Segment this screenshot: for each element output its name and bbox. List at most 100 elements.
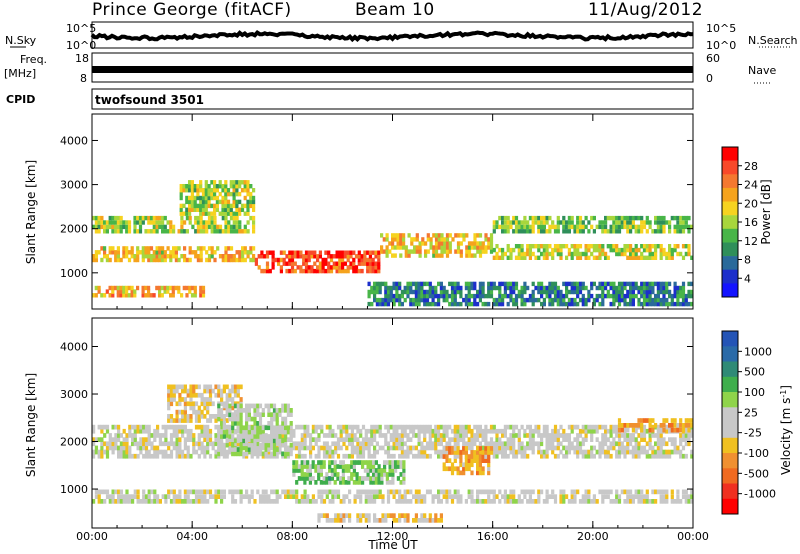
heatmap-cell (434, 249, 439, 254)
heatmap-cell (318, 254, 322, 259)
heatmap-cell (484, 245, 488, 250)
heatmap-cell (231, 412, 235, 417)
heatmap-cell (335, 250, 339, 255)
heatmap-cell (249, 215, 253, 221)
heatmap-cell (206, 499, 210, 504)
heatmap-cell (445, 237, 450, 242)
heatmap-cell (645, 301, 649, 307)
heatmap-cell (412, 281, 416, 287)
heatmap-cell (551, 494, 555, 499)
heatmap-cell (414, 293, 418, 299)
heatmap-cell (228, 416, 232, 422)
heatmap-cell (289, 412, 293, 417)
heatmap-cell (373, 437, 377, 442)
heatmap-cell (428, 453, 432, 459)
heatmap-cell (297, 464, 301, 469)
heatmap-cell (167, 384, 171, 390)
heatmap-cell (317, 489, 321, 495)
heatmap-cell (459, 454, 463, 459)
heatmap-cell (97, 453, 101, 459)
heatmap-cell (437, 489, 441, 495)
heatmap-cell (175, 388, 179, 394)
heatmap-cell (193, 207, 197, 212)
heatmap-cell (372, 472, 376, 477)
heatmap-cell (606, 281, 610, 287)
heatmap-cell (662, 437, 666, 442)
heatmap-cell (668, 293, 672, 299)
heatmap-cell (651, 418, 655, 423)
heatmap-cell (459, 424, 463, 430)
heatmap-cell (578, 251, 583, 257)
heatmap-cell (339, 433, 343, 438)
heatmap-cell (222, 434, 226, 439)
heatmap-cell (196, 257, 200, 263)
heatmap-cell (192, 449, 196, 455)
heatmap-cell (233, 421, 238, 426)
heatmap-cell (556, 441, 560, 447)
heatmap-cell (231, 428, 235, 434)
heatmap-cell (313, 268, 317, 274)
heatmap-cell (531, 297, 535, 303)
heatmap-cell (267, 447, 271, 452)
heatmap-cell (687, 437, 691, 442)
heatmap-cell (213, 224, 217, 230)
heatmap-cell (347, 480, 351, 485)
heatmap-cell (336, 464, 340, 469)
heatmap-cell (623, 499, 627, 504)
heatmap-cell (334, 449, 338, 455)
heatmap-cell (353, 424, 357, 430)
heatmap-cell (339, 518, 343, 523)
heatmap-cell (581, 494, 585, 499)
heatmap-cell (567, 289, 571, 295)
heatmap-cell (317, 460, 321, 465)
heatmap-cell (346, 268, 350, 274)
heatmap-cell (225, 429, 229, 435)
heatmap-cell (193, 195, 197, 201)
heatmap-cell (260, 250, 264, 255)
heatmap-cell (654, 255, 658, 260)
heatmap-cell (637, 289, 641, 295)
heatmap-cell (201, 199, 206, 205)
heatmap-cell (203, 388, 207, 394)
heatmap-cell (233, 392, 238, 398)
heatmap-cell (395, 281, 399, 287)
heatmap-cell (194, 424, 199, 430)
heatmap-cell (503, 499, 507, 504)
heatmap-cell (161, 250, 165, 255)
heatmap-cell (284, 451, 288, 457)
heatmap-cell (545, 489, 549, 495)
heatmap-cell (662, 494, 666, 499)
heatmap-cell (506, 220, 510, 225)
heatmap-cell (514, 215, 519, 221)
heatmap-cell (395, 518, 399, 523)
heatmap-cell (506, 437, 510, 442)
heatmap-cell (221, 257, 225, 263)
heatmap-cell (188, 246, 192, 251)
heatmap-cell (665, 301, 669, 307)
heatmap-cell (403, 441, 407, 447)
heatmap-cell (402, 476, 406, 481)
heatmap-cell (309, 441, 313, 447)
heatmap-cell (492, 285, 496, 291)
heatmap-cell (412, 445, 416, 451)
heatmap-cell (634, 494, 638, 499)
heatmap-cell (498, 437, 502, 442)
heatmap-cell (328, 424, 332, 430)
heatmap-cell (261, 438, 265, 444)
heatmap-cell (380, 249, 384, 254)
heatmap-cell (358, 480, 362, 485)
heatmap-cell (214, 499, 218, 504)
heatmap-cell (548, 224, 552, 230)
heatmap-cell (426, 233, 430, 238)
heatmap-cell (517, 445, 521, 451)
heatmap-cell (424, 241, 428, 246)
heatmap-cell (567, 499, 571, 504)
heatmap-cell (403, 289, 407, 295)
heatmap-cell (517, 224, 521, 230)
heatmap-cell (648, 289, 652, 295)
heatmap-cell (484, 301, 488, 307)
heatmap-cell (556, 445, 560, 451)
heatmap-cell (509, 220, 513, 225)
heatmap-cell (369, 480, 373, 485)
heatmap-cell (548, 215, 552, 221)
